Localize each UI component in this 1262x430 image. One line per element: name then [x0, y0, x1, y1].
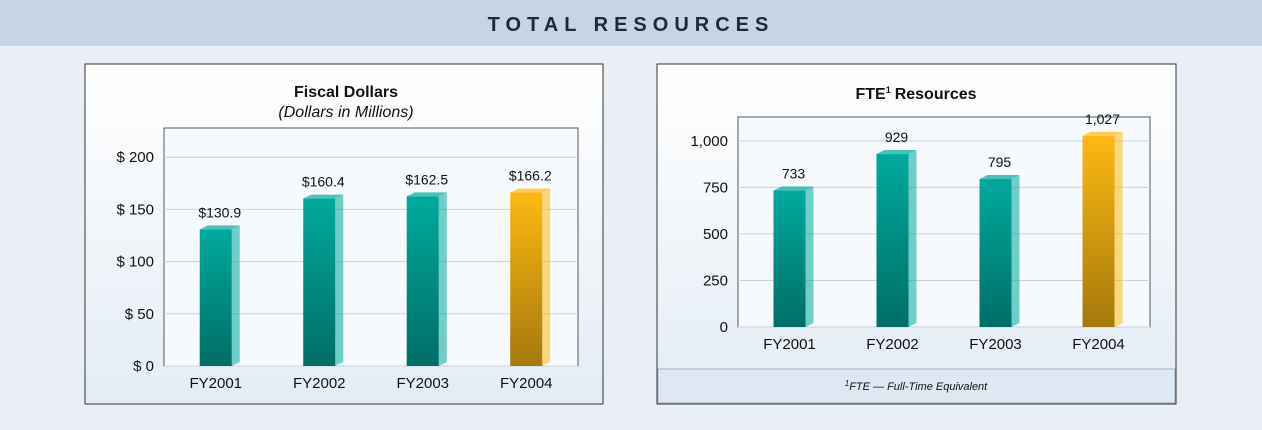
bar-shade — [510, 192, 543, 366]
value-label: 1,027 — [1085, 111, 1120, 127]
y-tick-label: 500 — [703, 226, 728, 243]
bar-top — [1082, 131, 1123, 136]
bar-shade — [1082, 135, 1115, 327]
footnote: 1FTE — Full-Time Equivalent — [845, 379, 988, 393]
value-label: 929 — [885, 129, 909, 145]
x-tick-label: FY2004 — [1072, 336, 1125, 353]
footnote-band — [657, 368, 1176, 404]
bar-side — [438, 192, 447, 366]
bar-shade — [876, 154, 909, 327]
y-tick-label: 1,000 — [690, 133, 728, 150]
y-tick-label: $ 0 — [133, 358, 154, 375]
value-label: $166.2 — [509, 168, 552, 184]
x-tick-label: FY2004 — [500, 375, 553, 392]
bar-top — [979, 174, 1020, 179]
bar-side — [335, 194, 344, 366]
y-tick-label: 750 — [703, 179, 728, 196]
value-label: $162.5 — [405, 171, 448, 187]
bar-side — [908, 150, 917, 327]
bar-top — [199, 225, 240, 230]
bar-shade — [979, 178, 1012, 327]
title-part: Resources — [895, 86, 977, 103]
chart-subtitle: (Dollars in Millions) — [278, 104, 413, 121]
x-tick-label: FY2003 — [969, 336, 1022, 353]
y-tick-label: $ 150 — [116, 201, 154, 218]
bar-top — [876, 150, 917, 155]
chart-title: Fiscal Dollars — [294, 84, 398, 101]
title-part: FTE — [855, 86, 886, 103]
y-tick-label: 250 — [703, 272, 728, 289]
bar-top — [303, 194, 344, 199]
y-tick-label: $ 50 — [125, 306, 154, 323]
bar-top — [406, 192, 447, 197]
value-label: $130.9 — [198, 204, 241, 220]
x-tick-label: FY2001 — [189, 375, 242, 392]
bar-shade — [303, 198, 336, 366]
x-tick-label: FY2001 — [763, 336, 816, 353]
bar-shade — [773, 190, 806, 327]
header-band — [0, 0, 1262, 46]
x-tick-label: FY2003 — [396, 375, 449, 392]
x-tick-label: FY2002 — [293, 375, 346, 392]
bar-top — [773, 186, 814, 191]
bar-top — [510, 188, 551, 193]
value-label: 795 — [988, 154, 1012, 170]
x-tick-label: FY2002 — [866, 336, 919, 353]
chart-title: FTE1 Resources — [855, 85, 976, 103]
bar-side — [1114, 131, 1123, 327]
bar-side — [1011, 174, 1020, 327]
bar-side — [805, 186, 814, 327]
bar-shade — [199, 229, 232, 366]
y-tick-label: 0 — [720, 319, 728, 336]
footnote-text: FTE — Full-Time Equivalent — [849, 381, 988, 393]
value-label: $160.4 — [302, 174, 345, 190]
y-tick-label: $ 200 — [116, 149, 154, 166]
value-label: 733 — [782, 166, 806, 182]
header-title: TOTAL RESOURCES — [488, 14, 775, 36]
bar-side — [231, 225, 240, 366]
bar-side — [542, 188, 551, 366]
footnote-mark: 1 — [845, 379, 849, 388]
y-tick-label: $ 100 — [116, 254, 154, 271]
title-footnote-mark: 1 — [886, 85, 891, 95]
bar-shade — [406, 196, 439, 366]
